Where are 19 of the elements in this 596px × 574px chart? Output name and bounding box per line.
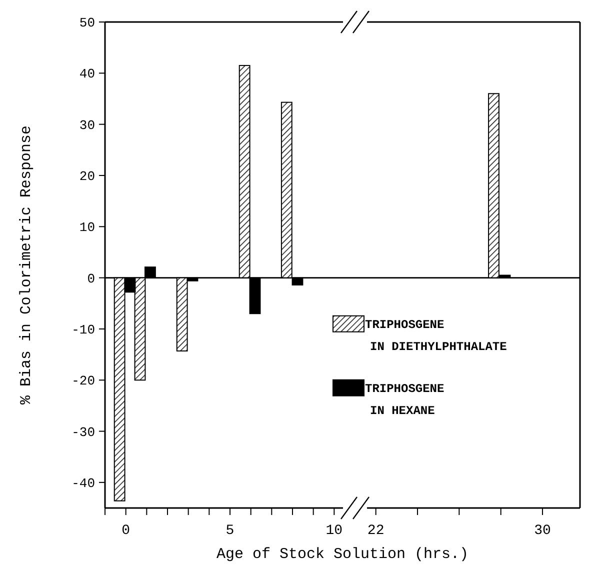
y-tick-label: -40 bbox=[72, 476, 95, 491]
x-tick-label: 10 bbox=[326, 523, 343, 539]
x-tick-label: 0 bbox=[122, 523, 130, 539]
x-tick-label: 30 bbox=[534, 523, 551, 539]
y-tick-label: 10 bbox=[79, 220, 95, 236]
y-tick-label: -10 bbox=[72, 322, 95, 338]
y-axis-title: % Bias in Colorimetric Response bbox=[18, 125, 35, 405]
y-tick-label: 40 bbox=[79, 66, 95, 82]
y-tick-label: -30 bbox=[72, 424, 95, 440]
x-axis-title: Age of Stock Solution (hrs.) bbox=[216, 546, 469, 563]
y-tick-label: 20 bbox=[79, 169, 95, 184]
legend-label: TRIPHOSGENE IN DIETHYLPHTHALATE bbox=[365, 318, 507, 354]
y-tick-label: 50 bbox=[79, 16, 95, 31]
x-tick-label: 5 bbox=[226, 523, 234, 539]
y-tick-label: 30 bbox=[79, 118, 95, 133]
y-tick-label: -20 bbox=[72, 374, 95, 389]
y-tick-label: 0 bbox=[87, 271, 95, 286]
legend-label: TRIPHOSGENE IN HEXANE bbox=[365, 382, 444, 418]
x-tick-label: 22 bbox=[367, 523, 384, 539]
